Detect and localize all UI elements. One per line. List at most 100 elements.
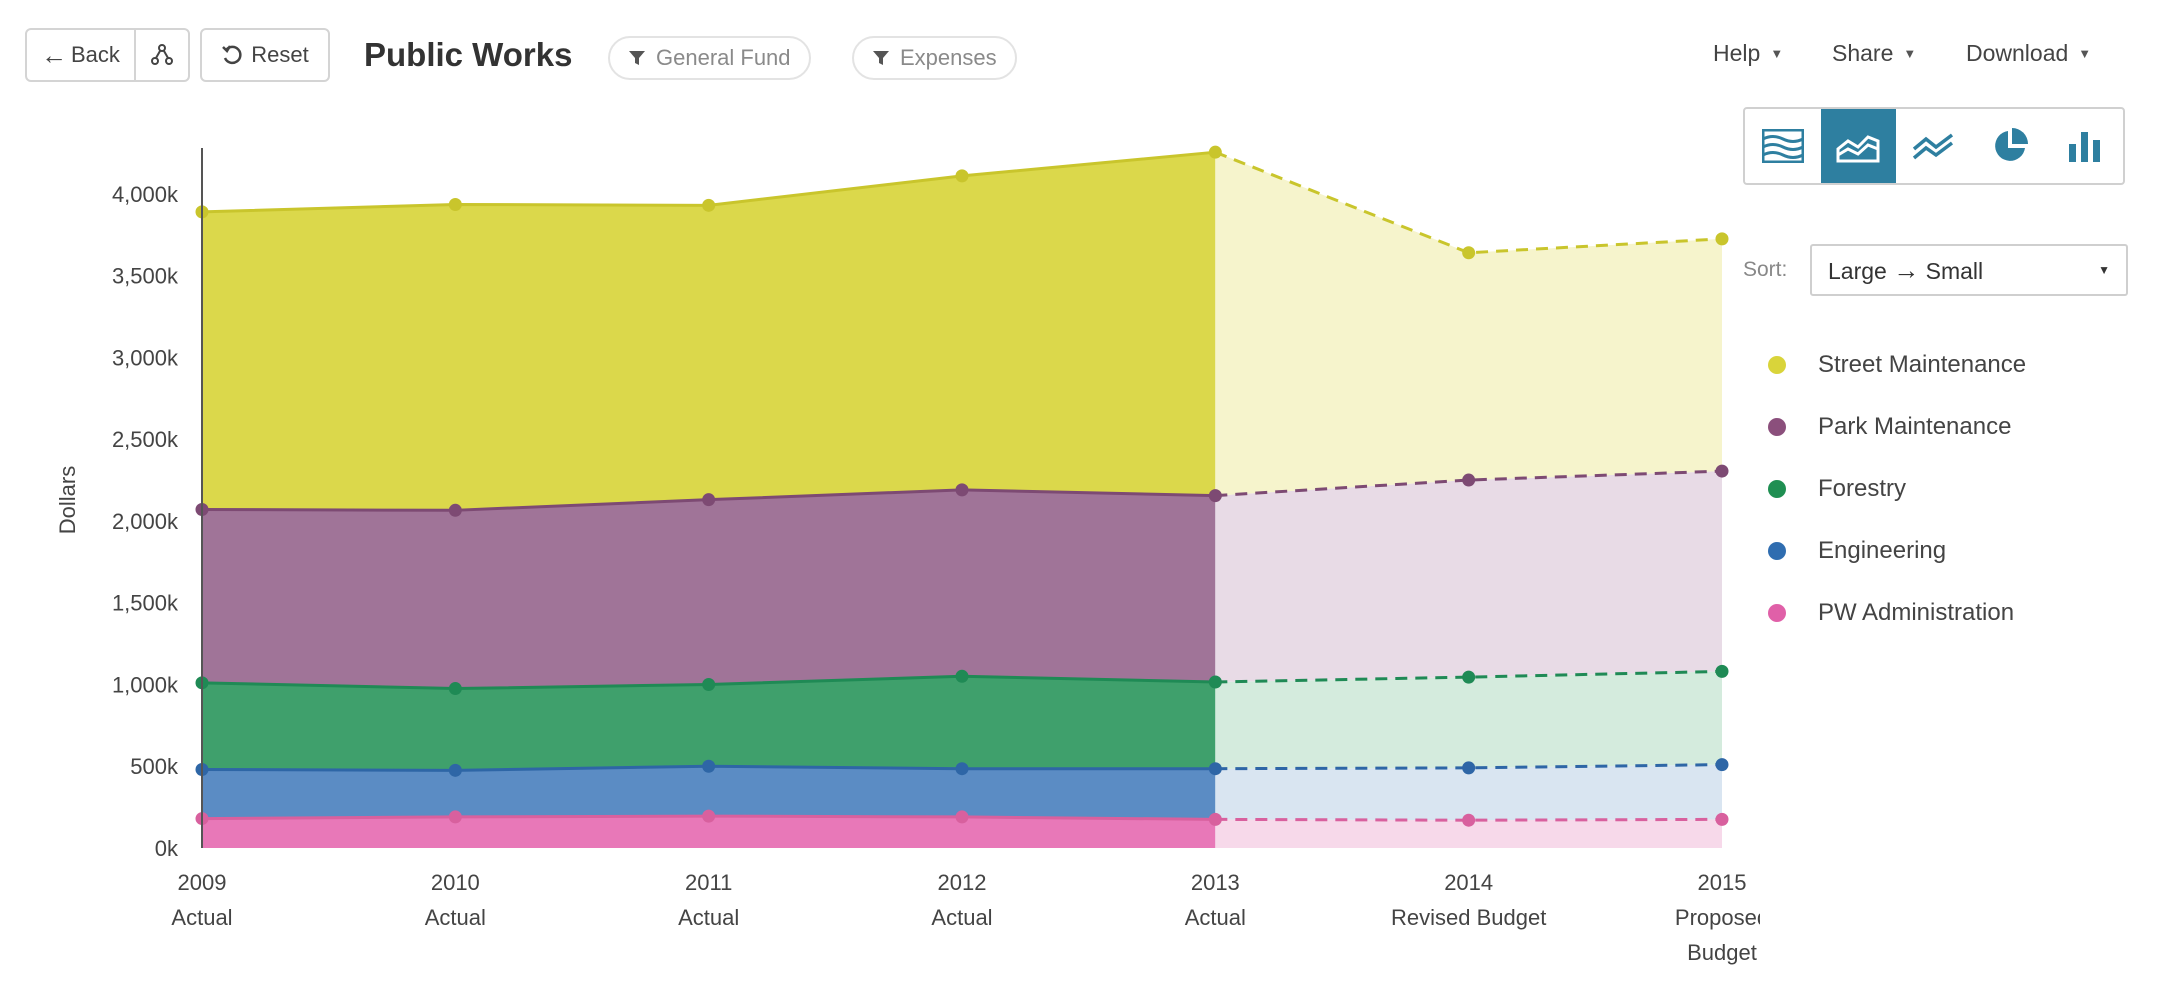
area-projected-street-maintenance	[1215, 152, 1722, 496]
data-point-park-maintenance[interactable]	[448, 503, 462, 517]
chart-type-switcher	[1743, 107, 2125, 185]
sort-selected-value: Large → Small	[1828, 255, 1983, 286]
data-point-pw-administration[interactable]	[1715, 812, 1729, 826]
data-point-engineering[interactable]	[955, 762, 969, 776]
area-projected-pw-administration	[1215, 819, 1722, 848]
data-point-forestry[interactable]	[1208, 675, 1222, 689]
data-point-park-maintenance[interactable]	[702, 493, 716, 507]
bar-chart-icon	[2069, 132, 2101, 162]
legend-item-pw-administration[interactable]: PW Administration	[1768, 582, 2026, 644]
sort-from-label: Large	[1828, 257, 1887, 284]
series-line-projected-pw-administration	[1215, 817, 1723, 822]
y-axis-label: Dollars	[55, 466, 80, 534]
data-point-street-maintenance[interactable]	[448, 198, 462, 212]
data-point-street-maintenance[interactable]	[1208, 145, 1222, 159]
reset-icon	[222, 45, 242, 65]
data-point-street-maintenance[interactable]	[1715, 232, 1729, 246]
download-menu[interactable]: Download ▼	[1966, 40, 2091, 67]
filter-chip-general-fund[interactable]: General Fund	[608, 36, 811, 80]
caret-down-icon: ▼	[1770, 46, 1784, 61]
caret-down-icon: ▼	[1903, 46, 1917, 61]
sort-to-label: Small	[1925, 257, 1984, 284]
chart-points	[195, 145, 1729, 827]
area-actual-pw-administration	[202, 816, 1216, 848]
x-tick-label: 2014 Revised Budget	[1391, 870, 1546, 930]
y-tick-label: 1,500k	[112, 591, 179, 616]
legend-swatch	[1768, 418, 1786, 436]
series-line-projected-forestry	[1215, 669, 1723, 684]
area-projected-engineering	[1215, 764, 1722, 821]
legend-item-forestry[interactable]: Forestry	[1768, 458, 2026, 520]
help-menu[interactable]: Help ▼	[1713, 40, 1783, 67]
data-point-street-maintenance[interactable]	[955, 169, 969, 183]
sort-select[interactable]: Large → Small ▼	[1810, 244, 2128, 296]
data-point-park-maintenance[interactable]	[1715, 464, 1729, 478]
data-point-forestry[interactable]	[1462, 670, 1476, 684]
filter-chip-label: General Fund	[656, 45, 791, 70]
y-tick-label: 3,000k	[112, 345, 179, 370]
page-title: Public Works	[364, 36, 573, 73]
download-menu-label: Download	[1966, 40, 2069, 66]
chart-axes: 0k 500k 1,000k 1,500k 2,000k 2,500k 3,000k 3,50…	[55, 148, 1760, 965]
y-tick-label: 0k	[155, 836, 179, 861]
series-line-projected-park-maintenance	[1215, 469, 1723, 498]
chart-type-stream-button[interactable]	[1745, 109, 1821, 183]
area-actual-forestry	[202, 676, 1216, 771]
area-actual-park-maintenance	[202, 489, 1216, 689]
back-button[interactable]: ← Back	[27, 30, 134, 80]
arrow-right-icon: →	[1893, 254, 1920, 285]
legend-item-engineering[interactable]: Engineering	[1768, 520, 2026, 582]
data-point-engineering[interactable]	[448, 763, 462, 777]
stacked-area-chart: 0k 500k 1,000k 1,500k 2,000k 2,500k 3,000k 3,50…	[55, 145, 1760, 965]
data-point-engineering[interactable]	[1462, 761, 1476, 775]
legend-item-street-maintenance[interactable]: Street Maintenance	[1768, 334, 2026, 396]
chart-type-line-button[interactable]	[1896, 109, 1972, 183]
chart-type-pie-button[interactable]	[1972, 109, 2048, 183]
data-point-pw-administration[interactable]	[955, 810, 969, 824]
reset-button[interactable]: Reset	[200, 28, 330, 82]
legend-item-park-maintenance[interactable]: Park Maintenance	[1768, 396, 2026, 458]
x-tick-label: 2009 Actual	[171, 870, 232, 930]
filter-chip-expenses[interactable]: Expenses	[852, 36, 1017, 80]
chart-type-area-button[interactable]	[1820, 109, 1897, 183]
data-point-street-maintenance[interactable]	[1462, 246, 1476, 260]
legend-swatch	[1768, 480, 1786, 498]
filter-icon	[629, 51, 645, 65]
x-tick-label: 2010 Actual	[425, 870, 486, 930]
nav-button-group: ← Back	[25, 28, 190, 82]
data-point-forestry[interactable]	[702, 677, 716, 691]
share-menu[interactable]: Share ▼	[1832, 40, 1916, 67]
data-point-forestry[interactable]	[955, 669, 969, 683]
chart-areas	[202, 152, 1722, 848]
data-point-pw-administration[interactable]	[1462, 813, 1476, 827]
data-point-park-maintenance[interactable]	[1208, 489, 1222, 503]
y-tick-label: 3,500k	[112, 264, 179, 289]
data-point-engineering[interactable]	[1715, 758, 1729, 772]
data-point-park-maintenance[interactable]	[955, 483, 969, 497]
hierarchy-icon	[150, 44, 173, 65]
legend-label: PW Administration	[1818, 599, 2015, 626]
data-point-forestry[interactable]	[448, 682, 462, 696]
y-tick-label: 4,000k	[112, 182, 179, 207]
chart-type-bar-button[interactable]	[2047, 109, 2123, 183]
data-point-forestry[interactable]	[1715, 664, 1729, 678]
caret-down-icon: ▼	[2078, 46, 2092, 61]
data-point-engineering[interactable]	[702, 759, 716, 773]
legend-label: Park Maintenance	[1818, 413, 2012, 440]
data-point-pw-administration[interactable]	[448, 810, 462, 824]
share-menu-label: Share	[1832, 40, 1894, 66]
line-chart-icon	[1912, 133, 1954, 160]
data-point-engineering[interactable]	[1208, 762, 1222, 776]
data-point-street-maintenance[interactable]	[702, 198, 716, 212]
data-point-park-maintenance[interactable]	[1462, 473, 1476, 487]
x-tick-label: 2015 Proposed Budget	[1675, 870, 1760, 965]
data-point-pw-administration[interactable]	[702, 809, 716, 823]
y-tick-label: 500k	[130, 754, 179, 779]
area-projected-park-maintenance	[1215, 471, 1722, 683]
filter-chip-label: Expenses	[900, 45, 997, 70]
hierarchy-button[interactable]	[133, 30, 188, 80]
area-actual-street-maintenance	[202, 152, 1216, 511]
series-line-projected-street-maintenance	[1214, 150, 1723, 255]
data-point-pw-administration[interactable]	[1208, 812, 1222, 826]
legend-label: Street Maintenance	[1818, 351, 2027, 378]
